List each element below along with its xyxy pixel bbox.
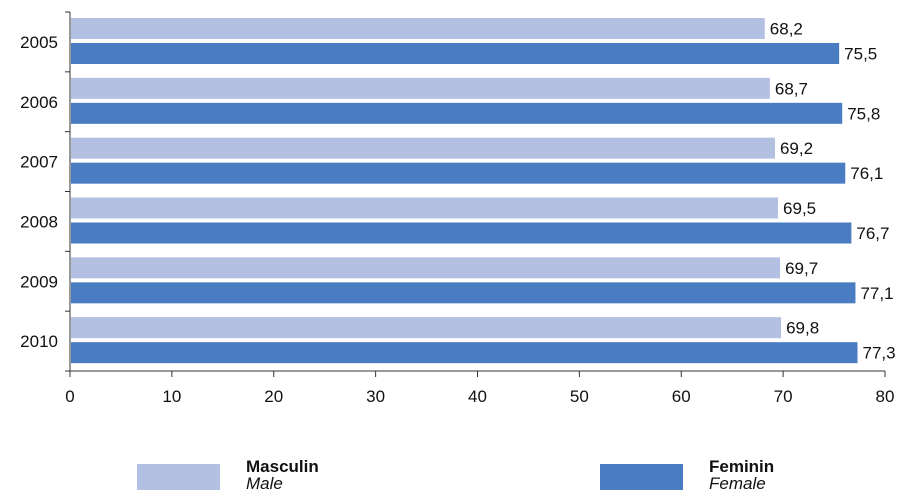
legend-sublabel-male: Male	[246, 474, 283, 493]
bar-feminin-2005	[71, 43, 840, 64]
value-label-masculin-2007: 69,2	[780, 139, 813, 158]
legend-swatch-male	[137, 464, 220, 490]
legend-label-female: Feminin	[709, 457, 775, 476]
x-tick-label-70: 70	[774, 387, 793, 406]
x-tick-label-20: 20	[264, 387, 283, 406]
labels-group: 68,2 75,5 2005 68,7 75,8 2006 69,2 76,1 2007 69,5…	[20, 20, 895, 363]
x-tick-label-30: 30	[366, 387, 385, 406]
bar-feminin-2008	[71, 222, 852, 244]
legend-female: Feminin Female	[600, 458, 774, 492]
value-label-masculin-2006: 68,7	[775, 79, 808, 98]
bar-feminin-2009	[71, 282, 856, 304]
value-label-feminin-2006: 75,8	[847, 104, 880, 123]
value-label-masculin-2005: 68,2	[770, 20, 803, 39]
value-label-masculin-2010: 69,8	[786, 319, 819, 338]
x-tick-label-10: 10	[162, 387, 181, 406]
legend-male: Masculin Male	[137, 458, 319, 492]
value-label-masculin-2008: 69,5	[783, 199, 816, 218]
category-label-2009: 2009	[20, 272, 58, 291]
bar-masculin-2009	[71, 257, 781, 279]
x-tick-label-40: 40	[468, 387, 487, 406]
bar-feminin-2010	[71, 342, 858, 364]
bars-group	[71, 18, 858, 364]
legend-label-male: Masculin	[246, 457, 319, 476]
x-tick-label-80: 80	[876, 387, 895, 406]
axes-group: 0 10 20 30 40 50 60 70 80	[65, 11, 895, 406]
category-label-2005: 2005	[20, 33, 58, 52]
legend-swatch-female	[600, 464, 683, 490]
bar-masculin-2010	[71, 317, 782, 339]
bar-masculin-2005	[71, 18, 765, 39]
bar-feminin-2007	[71, 162, 846, 184]
bar-masculin-2008	[71, 197, 779, 219]
legend-sublabel-female: Female	[709, 474, 766, 493]
bar-feminin-2006	[71, 102, 843, 124]
category-label-2007: 2007	[20, 153, 58, 172]
category-label-2006: 2006	[20, 93, 58, 112]
value-label-masculin-2009: 69,7	[785, 259, 818, 278]
category-label-2010: 2010	[20, 332, 58, 351]
value-label-feminin-2008: 76,7	[856, 224, 889, 243]
x-tick-label-0: 0	[65, 387, 74, 406]
x-tick-label-60: 60	[672, 387, 691, 406]
value-label-feminin-2005: 75,5	[844, 45, 877, 64]
bar-masculin-2007	[71, 137, 775, 159]
value-label-feminin-2007: 76,1	[850, 164, 883, 183]
value-label-feminin-2010: 77,3	[862, 344, 895, 363]
bar-chart: 68,2 75,5 2005 68,7 75,8 2006 69,2 76,1 2007 69,5…	[20, 11, 896, 406]
x-tick-label-50: 50	[570, 387, 589, 406]
bar-masculin-2006	[71, 77, 770, 99]
value-label-feminin-2009: 77,1	[860, 284, 893, 303]
category-label-2008: 2008	[20, 212, 58, 231]
